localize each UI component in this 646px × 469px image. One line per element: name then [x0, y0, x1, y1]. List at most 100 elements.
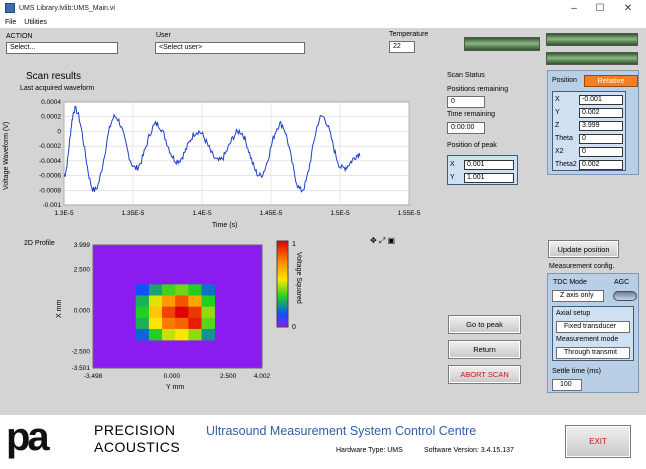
hardware-type: Hardware Type: UMS [336, 447, 403, 454]
peak-y-row: Y 1.001 [450, 172, 514, 183]
title-bar: UMS Library.lvlib:UMS_Main.vi – ☐ ✕ [0, 0, 646, 16]
exit-button[interactable]: EXIT [565, 425, 631, 458]
waveform-y-tick: 0.0002 [41, 114, 61, 121]
waveform-x-tick: 1.55E-5 [398, 210, 421, 217]
agc-label: AGC [614, 279, 630, 286]
update-position-button[interactable]: Update position [548, 240, 619, 258]
settle-time-label: Settle time (ms) [552, 368, 602, 375]
peak-x-value: 0.001 [464, 159, 514, 170]
peak-y-label: Y [450, 174, 455, 181]
position-axis-label: Theta [555, 135, 573, 142]
relative-toggle[interactable]: Relative [584, 75, 638, 87]
heatmap-cell [201, 295, 215, 307]
maximize-button[interactable]: ☐ [595, 2, 605, 14]
heatmap-cell [175, 317, 189, 330]
action-select[interactable]: Select... [6, 42, 118, 54]
abort-scan-button[interactable]: ABORT SCAN [448, 365, 521, 384]
profile-x-tick: -3.498 [84, 373, 103, 380]
measurement-mode-select[interactable]: Through transmit [556, 347, 630, 359]
heatmap-cell [135, 328, 150, 341]
menu-bar: File Utilities [0, 16, 646, 28]
waveform-y-tick: 0 [57, 128, 61, 135]
position-axis-value: -0.001 [579, 94, 623, 105]
waveform-y-tick: -0.0006 [39, 173, 61, 180]
measurement-mode-label: Measurement mode [556, 336, 619, 343]
pa-logo: pa [6, 415, 50, 459]
peak-position-label: Position of peak [447, 142, 497, 149]
profile-y-tick: -3.501 [72, 365, 91, 372]
heatmap-cell [135, 317, 150, 330]
profile-y-tick: 3.999 [74, 242, 91, 249]
position-axis-value: 0 [579, 133, 623, 144]
waveform-x-tick: 1.45E-5 [260, 210, 283, 217]
heatmap-cell [188, 306, 202, 319]
go-to-peak-button[interactable]: Go to peak [448, 315, 521, 334]
position-row-theta2: Theta2 0.002 [555, 159, 623, 170]
position-axis-label: Z [555, 122, 560, 129]
minimize-button[interactable]: – [571, 2, 577, 14]
heatmap-cell [175, 306, 189, 319]
close-button[interactable]: ✕ [623, 2, 633, 14]
waveform-y-tick: -0.0008 [39, 187, 61, 194]
waveform-series-line [63, 105, 361, 193]
position-axis-value: 0.002 [579, 159, 623, 170]
agc-toggle[interactable] [613, 291, 637, 301]
profile-y-tick: -2.500 [72, 349, 91, 356]
position-axis-label: Theta2 [555, 161, 577, 168]
heatmap-cell [148, 295, 163, 307]
waveform-xlabel: Time (s) [212, 222, 238, 229]
axial-setup-label: Axial setup [556, 310, 591, 317]
menu-utilities[interactable]: Utilities [24, 18, 47, 26]
heatmap-cell [148, 284, 163, 296]
heatmap-cell [162, 295, 176, 307]
tdc-mode-select[interactable]: Z axis only [552, 290, 604, 302]
software-version: Software Version: 3.4.15.137 [424, 447, 514, 454]
peak-x-label: X [450, 161, 455, 168]
waveform-y-tick: -0.0002 [39, 143, 61, 150]
graph-tools-icon[interactable]: ✥ ⤢ ▣ [370, 236, 396, 245]
position-panel: Position Relative X -0.001 Y 0.002 Z 3.999 The… [547, 70, 639, 175]
waveform-x-tick: 1.35E-5 [122, 210, 145, 217]
waveform-y-tick: 0.0004 [41, 99, 61, 106]
heatmap-cell [162, 328, 176, 341]
positions-remaining-field: 0 [447, 96, 485, 108]
position-axis-value: 3.999 [579, 120, 623, 131]
user-select[interactable]: <Select user> [155, 42, 305, 54]
waveform-plot-area [63, 101, 410, 206]
measurement-config-panel: TDC Mode AGC Z axis only Axial setup Fix… [547, 273, 639, 393]
position-row-y: Y 0.002 [555, 107, 623, 118]
heatmap-cell [201, 284, 215, 296]
heatmap-cell [162, 317, 176, 330]
heatmap-cell [201, 328, 215, 341]
position-row-z: Z 3.999 [555, 120, 623, 131]
peak-position-cluster: X 0.001 Y 1.001 [447, 155, 518, 185]
status-led-3 [546, 52, 638, 65]
user-label: User [156, 32, 171, 39]
heatmap-cell [135, 284, 150, 296]
heatmap-cell [175, 284, 189, 296]
position-axis-label: X [555, 96, 560, 103]
app-title: Ultrasound Measurement System Control Ce… [206, 424, 477, 438]
heatmap-cell [188, 284, 202, 296]
axial-setup-select[interactable]: Fixed transducer [556, 321, 630, 333]
position-values: X -0.001 Y 0.002 Z 3.999 Theta 0 X2 0 Theta2 0.002 [552, 91, 626, 171]
profile-x-tick: 4.002 [254, 373, 271, 380]
heatmap-cell [201, 306, 215, 319]
peak-y-value: 1.001 [464, 172, 514, 183]
temperature-field: 22 [389, 41, 415, 53]
profile-x-tick: 2.500 [220, 373, 237, 380]
scan-status-title: Scan Status [447, 72, 485, 79]
position-axis-value: 0.002 [579, 107, 623, 118]
return-button[interactable]: Return [448, 340, 521, 359]
position-axis-label: Y [555, 109, 560, 116]
position-row-x2: X2 0 [555, 146, 623, 157]
peak-x-row: X 0.001 [450, 159, 514, 170]
heatmap-cell [135, 295, 150, 307]
menu-file[interactable]: File [5, 18, 17, 26]
scan-results-title: Scan results [26, 71, 82, 82]
heatmap-cell [148, 328, 163, 341]
profile-xlabel: Y mm [166, 384, 185, 391]
position-axis-value: 0 [579, 146, 623, 157]
time-remaining-label: Time remaining [447, 111, 495, 118]
settle-time-field[interactable]: 100 [552, 379, 582, 391]
